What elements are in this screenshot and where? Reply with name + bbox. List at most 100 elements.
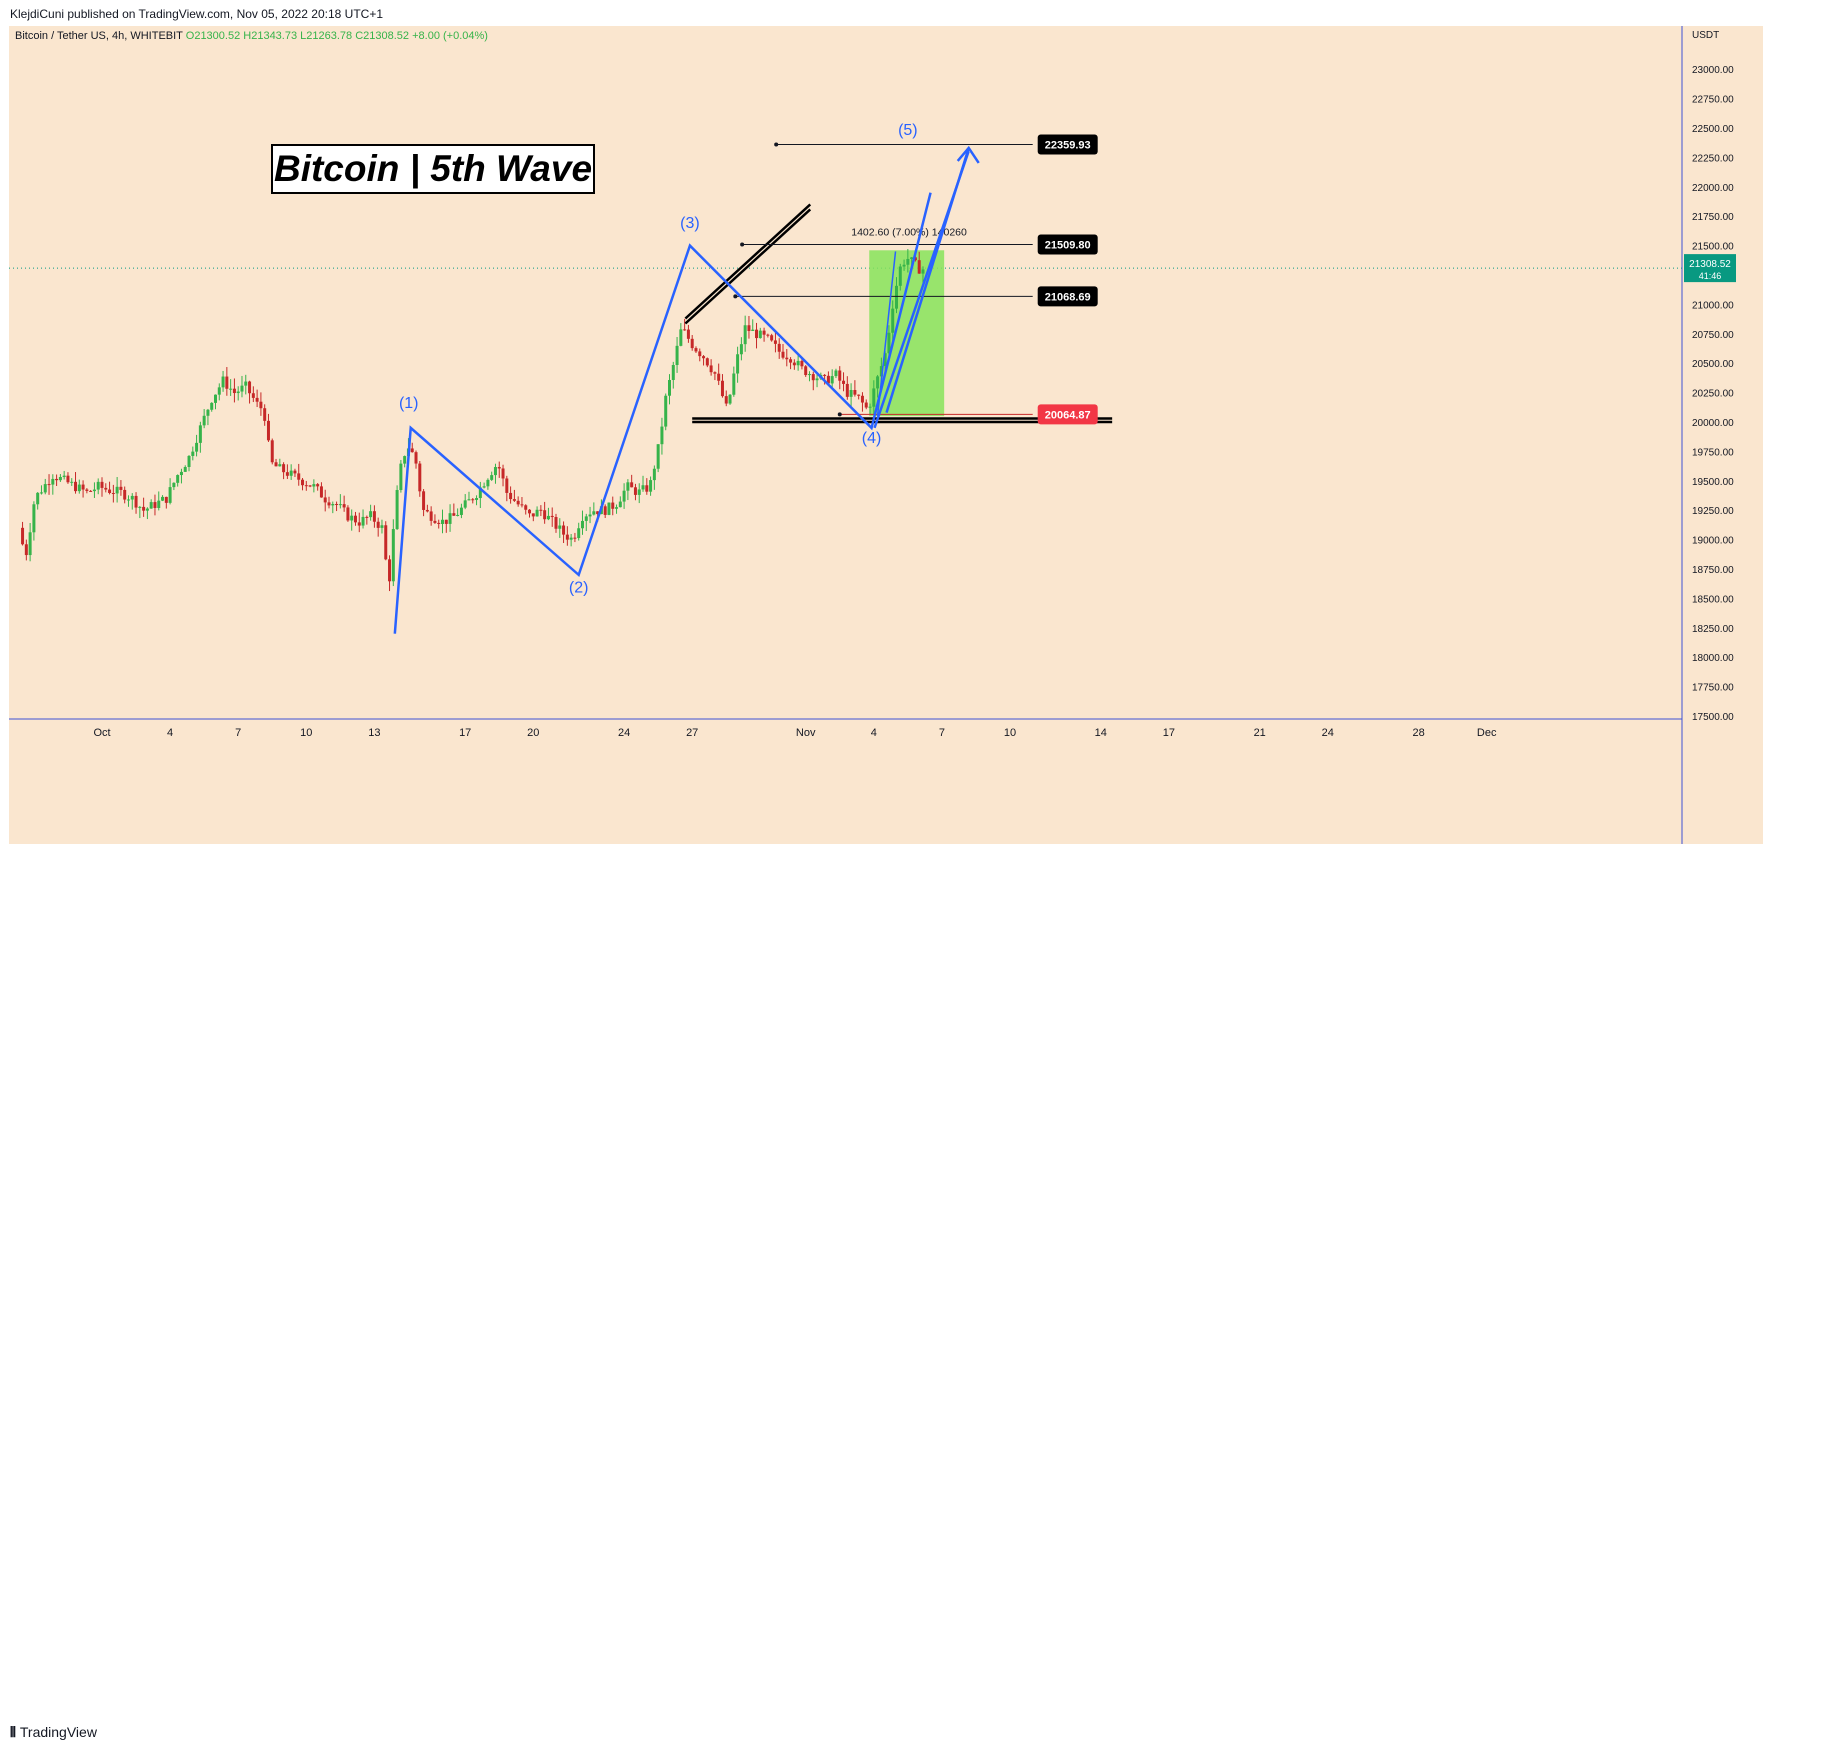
resistance-line[interactable] xyxy=(684,203,812,320)
candle-body xyxy=(815,378,819,381)
tradingview-logo[interactable]: ⫴ TradingView xyxy=(10,1723,97,1741)
candle-body xyxy=(842,380,846,384)
candle-body xyxy=(353,515,357,523)
chart-canvas[interactable]: 17500.00 17750.00 18000.00 18250.00 18500.00… xyxy=(9,26,1763,844)
candle-body xyxy=(319,486,323,498)
candle-body xyxy=(660,426,664,445)
candle-body xyxy=(702,356,706,359)
candle-body xyxy=(217,387,221,395)
candle-body xyxy=(887,332,891,354)
candle-body xyxy=(437,522,441,524)
candle-body xyxy=(384,525,388,560)
wave-path[interactable] xyxy=(393,192,932,634)
candle-body xyxy=(834,370,838,377)
candle-body xyxy=(225,376,229,389)
x-tick-label: Dec xyxy=(1477,727,1497,739)
candle-body xyxy=(39,492,43,494)
candle-body xyxy=(471,499,475,501)
candle-body xyxy=(770,335,774,341)
level-label-box[interactable] xyxy=(1037,134,1098,155)
candle-body xyxy=(773,340,777,344)
candle-body xyxy=(577,528,581,539)
tradingview-logo-icon: ⫴ xyxy=(10,1723,16,1740)
candle-body xyxy=(138,506,142,508)
candle-body xyxy=(153,502,157,508)
candle-body xyxy=(255,397,259,402)
candle-body xyxy=(248,381,252,394)
candle-body xyxy=(509,492,513,500)
candle-body xyxy=(316,484,320,487)
candle-body xyxy=(607,502,611,515)
level-label-box[interactable] xyxy=(1037,404,1098,425)
candle-body xyxy=(679,329,683,346)
y-tick-label: 19000.00 xyxy=(1692,536,1734,547)
candle-body xyxy=(781,351,785,358)
y-tick-label: 23000.00 xyxy=(1692,65,1734,76)
candle-body xyxy=(486,479,490,487)
x-tick-label: 14 xyxy=(1095,727,1107,739)
candle-body xyxy=(331,504,335,506)
symbol-header-part: C21308.52 xyxy=(355,30,412,42)
level-anchor-dot xyxy=(837,412,842,417)
candle-body xyxy=(191,451,195,456)
candle-body xyxy=(804,366,808,376)
candle-body xyxy=(792,362,796,366)
candle-body xyxy=(43,484,47,493)
candle-body xyxy=(266,420,270,441)
projection-line[interactable] xyxy=(885,147,970,413)
candle-body xyxy=(134,495,138,508)
current-price-label-box[interactable] xyxy=(1684,254,1736,283)
candle-body xyxy=(860,395,864,403)
candle-body xyxy=(467,499,471,501)
candle-body xyxy=(85,489,89,491)
candle-body xyxy=(342,504,346,508)
candle-body xyxy=(202,415,206,426)
candle-body xyxy=(372,511,376,522)
x-tick-label: 24 xyxy=(618,727,630,739)
candle-body xyxy=(758,330,762,339)
level-label: 21509.80 xyxy=(1045,239,1091,251)
price-axis-area[interactable] xyxy=(1682,26,1763,844)
candle-body xyxy=(210,402,214,410)
candle-body xyxy=(111,492,115,494)
x-tick-label: 17 xyxy=(459,727,471,739)
candle-body xyxy=(323,497,327,503)
candle-body xyxy=(645,485,649,492)
resistance-line[interactable] xyxy=(684,208,812,325)
candle-body xyxy=(720,380,724,397)
candle-body xyxy=(357,522,361,526)
symbol-header: Bitcoin / Tether US, 4h, WHITEBIT O21300… xyxy=(15,30,488,42)
wave-label: (4) xyxy=(862,430,882,447)
candle-body xyxy=(649,480,653,492)
wave-label: (2) xyxy=(569,580,589,597)
candle-body xyxy=(304,485,308,487)
candle-body xyxy=(849,390,853,397)
y-tick-label: 18750.00 xyxy=(1692,565,1734,576)
candle-body xyxy=(100,481,104,488)
candle-body xyxy=(830,376,834,384)
level-anchor-dot xyxy=(733,294,738,299)
chart-title: Bitcoin | 5th Wave xyxy=(274,148,592,189)
symbol-header-part: Bitcoin / Tether US, 4h, WHITEBIT xyxy=(15,30,186,42)
candle-body xyxy=(21,527,25,545)
candle-body xyxy=(785,357,789,360)
candle-body xyxy=(179,471,183,476)
candle-body xyxy=(361,516,365,526)
level-anchor-dot xyxy=(774,142,779,147)
candle-body xyxy=(335,504,339,506)
title-box[interactable] xyxy=(271,144,595,194)
level-label-box[interactable] xyxy=(1037,286,1098,307)
candle-body xyxy=(656,444,660,469)
candle-body xyxy=(70,481,74,483)
tradingview-logo-text: TradingView xyxy=(19,1724,97,1740)
candle-body xyxy=(917,260,921,274)
level-label-box[interactable] xyxy=(1037,234,1098,255)
candle-body xyxy=(569,537,573,540)
candle-body xyxy=(512,499,516,501)
y-tick-label: 19500.00 xyxy=(1692,477,1734,488)
candle-body xyxy=(505,478,509,493)
symbol-header-part: +8.00 (+0.04%) xyxy=(412,30,488,42)
candle-body xyxy=(172,482,176,488)
candle-body xyxy=(592,511,596,515)
y-tick-label: 17750.00 xyxy=(1692,683,1734,694)
